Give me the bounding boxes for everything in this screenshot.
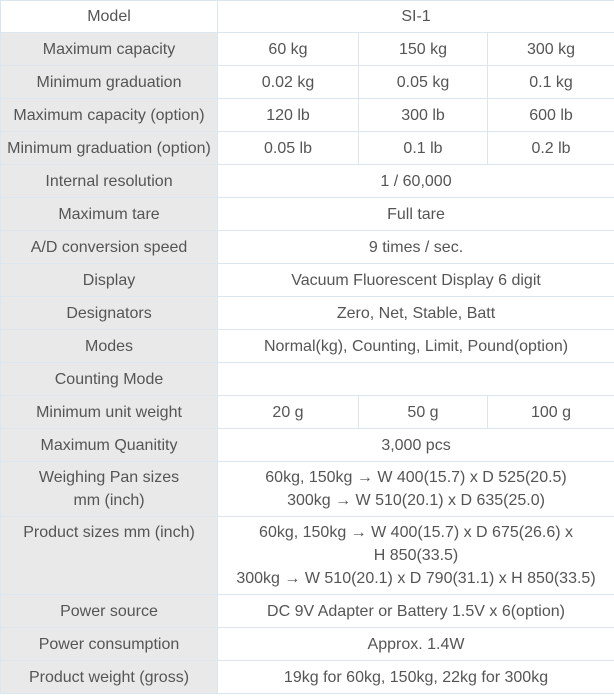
row-label: Counting Mode [0,362,218,396]
row-label: A/D conversion speed [0,230,218,264]
row-value-line: 300kg → W 510(20.1) x D 790(31.1) x H 85… [236,570,596,587]
table-row: Designators Zero, Net, Stable, Batt [0,296,614,330]
row-value: 0.05 lb [217,131,359,165]
table-row: Display Vacuum Fluorescent Display 6 digi… [0,263,614,297]
row-label: Maximum capacity [0,32,218,66]
row-value: 9 times / sec. [216,230,614,264]
row-value: 100 g [486,395,614,429]
table-row: A/D conversion speed 9 times / sec. [0,230,614,264]
row-label: Internal resolution [0,164,218,198]
row-value: 0.05 kg [358,65,488,99]
row-value: 50 g [358,395,488,429]
row-value-line: 300kg → W 510(20.1) x D 635(25.0) [287,492,545,509]
table-row: Minimum graduation (option) 0.05 lb 0.1 lb… [0,131,614,165]
row-value: 300 lb [358,98,488,132]
row-value: DC 9V Adapter or Battery 1.5V x 6(option… [216,594,614,628]
row-value: 300 kg [486,32,614,66]
table-row: Maximum capacity 60 kg 150 kg 300 kg [0,32,614,66]
row-label: Product sizes mm (inch) [0,516,218,595]
table-row: Weighing Pan sizes mm (inch) 60kg, 150kg →… [0,461,614,517]
row-label-line: mm (inch) [73,492,145,509]
table-row: Product sizes mm (inch) 60kg, 150kg → W 4… [0,516,614,595]
row-label: Maximum capacity (option) [0,98,218,132]
row-label: Minimum graduation (option) [0,131,218,165]
row-value: 600 lb [486,98,614,132]
row-value-line: H 850(33.5) [373,547,459,564]
row-label: Minimum graduation [0,65,218,99]
table-row: Maximum capacity (option) 120 lb 300 lb 600… [0,98,614,132]
row-value: 3,000 pcs [216,428,614,462]
row-value: 60kg, 150kg → W 400(15.7) x D 675(26.6) … [216,516,614,595]
row-value: 0.1 lb [358,131,488,165]
model-label: Model [0,0,218,33]
table-row: Internal resolution 1 / 60,000 [0,164,614,198]
row-label: Product weight (gross) [0,660,218,694]
row-value: 60 kg [217,32,359,66]
row-value: 60kg, 150kg → W 400(15.7) x D 525(20.5) 3… [216,461,614,517]
table-row: Maximum tare Full tare [0,197,614,231]
row-label: Power source [0,594,218,628]
row-value: 0.02 kg [217,65,359,99]
row-label: Display [0,263,218,297]
row-value: 0.2 lb [486,131,614,165]
row-label: Power consumption [0,627,218,661]
table-row: Power consumption Approx. 1.4W [0,627,614,661]
row-value: Zero, Net, Stable, Batt [216,296,614,330]
table-row: Counting Mode [0,362,614,396]
row-value: 150 kg [358,32,488,66]
row-value-line: 60kg, 150kg → W 400(15.7) x D 525(20.5) [265,469,567,486]
row-label: Modes [0,329,218,363]
row-value-line: 60kg, 150kg → W 400(15.7) x D 675(26.6) … [259,524,573,541]
row-value: Normal(kg), Counting, Limit, Pound(optio… [216,329,614,363]
table-row: Minimum unit weight 20 g 50 g 100 g [0,395,614,429]
row-value: Approx. 1.4W [216,627,614,661]
table-header-row: Model SI-1 [0,0,614,33]
row-value: 1 / 60,000 [216,164,614,198]
row-label: Maximum tare [0,197,218,231]
row-label: Weighing Pan sizes mm (inch) [0,461,218,517]
table-row: Maximum Quanitity 3,000 pcs [0,428,614,462]
table-row: Power source DC 9V Adapter or Battery 1.5… [0,594,614,628]
row-value: Vacuum Fluorescent Display 6 digit [216,263,614,297]
row-label: Minimum unit weight [0,395,218,429]
row-value: Full tare [216,197,614,231]
row-value: 120 lb [217,98,359,132]
model-value: SI-1 [216,0,614,33]
row-value [216,362,614,396]
row-value: 19kg for 60kg, 150kg, 22kg for 300kg [216,660,614,694]
table-row: Minimum graduation 0.02 kg 0.05 kg 0.1 kg [0,65,614,99]
row-label-line: Weighing Pan sizes [38,469,180,486]
row-label: Maximum Quanitity [0,428,218,462]
row-label: Designators [0,296,218,330]
table-row: Modes Normal(kg), Counting, Limit, Pound(… [0,329,614,363]
row-value: 0.1 kg [486,65,614,99]
row-value: 20 g [217,395,359,429]
table-row: Product weight (gross) 19kg for 60kg, 150… [0,660,614,694]
